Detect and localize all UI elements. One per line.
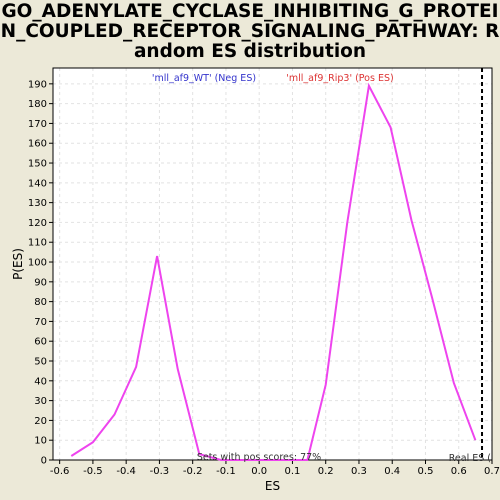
- x-tick-label: 0.6: [451, 466, 467, 477]
- title-line-3: andom ES distribution: [133, 41, 367, 62]
- y-tick-label: 50: [34, 357, 47, 368]
- y-tick-label: 90: [34, 277, 47, 288]
- x-tick-label: 0.1: [285, 466, 301, 477]
- x-tick-label: 0.7: [484, 466, 500, 477]
- y-tick-label: 170: [28, 119, 47, 130]
- pos-scores-annotation: Sets with pos scores: 77%: [197, 452, 321, 463]
- series-marks: [70, 68, 484, 461]
- x-axis-label: ES: [265, 479, 280, 493]
- plot-area: [53, 68, 492, 460]
- axes: 0 10 20 30 40 50 60 70 80 90 100 110 120 130 140 150 160…: [28, 67, 500, 477]
- x-tick-label: -0.6: [50, 466, 70, 477]
- y-tick-label: 20: [34, 416, 47, 427]
- x-tick-label: 0.2: [318, 466, 334, 477]
- x-tick-label: 0.5: [418, 466, 434, 477]
- x-tick-label: 0.4: [384, 466, 400, 477]
- x-tick-label: -0.5: [83, 466, 103, 477]
- y-tick-label: 100: [28, 258, 47, 269]
- y-tick-label: 180: [28, 99, 47, 110]
- chart-title: GO_ADENYLATE_CYCLASE_INHIBITING_G_PROTEI…: [0, 2, 500, 62]
- real-es-label: Real ES (: [449, 453, 491, 464]
- y-tick-label: 80: [34, 297, 47, 308]
- y-tick-label: 120: [28, 218, 47, 229]
- y-tick-label: 160: [28, 139, 47, 150]
- x-tick-label: 0.0: [251, 466, 267, 477]
- title-line-2: N_COUPLED_RECEPTOR_SIGNALING_PATHWAY: R: [0, 21, 500, 42]
- legend-pos-label: 'mll_af9_Rip3' (Pos ES): [286, 73, 393, 84]
- y-tick-label: 190: [28, 79, 47, 90]
- y-axis-label: P(ES): [11, 248, 25, 280]
- y-tick-label: 40: [34, 376, 47, 387]
- y-tick-label: 10: [34, 436, 47, 447]
- y-tick-label: 60: [34, 337, 47, 348]
- x-tick-label: -0.4: [116, 466, 136, 477]
- x-tick-label: 0.3: [351, 466, 367, 477]
- y-tick-label: 130: [28, 198, 47, 209]
- y-tick-label: 70: [34, 317, 47, 328]
- y-tick-label: 110: [28, 238, 47, 249]
- y-tick-label: 140: [28, 178, 47, 189]
- x-tick-label: -0.2: [183, 466, 203, 477]
- x-tick-label: -0.1: [216, 466, 236, 477]
- series-line: [70, 82, 477, 461]
- legend-neg-label: 'mll_af9_WT' (Neg ES): [152, 73, 256, 84]
- y-tick-label: 30: [34, 396, 47, 407]
- x-tick-label: -0.3: [150, 466, 170, 477]
- y-tick-label: 150: [28, 159, 47, 170]
- y-tick-label: 0: [41, 456, 47, 467]
- title-line-1: GO_ADENYLATE_CYCLASE_INHIBITING_G_PROTEI: [1, 1, 499, 22]
